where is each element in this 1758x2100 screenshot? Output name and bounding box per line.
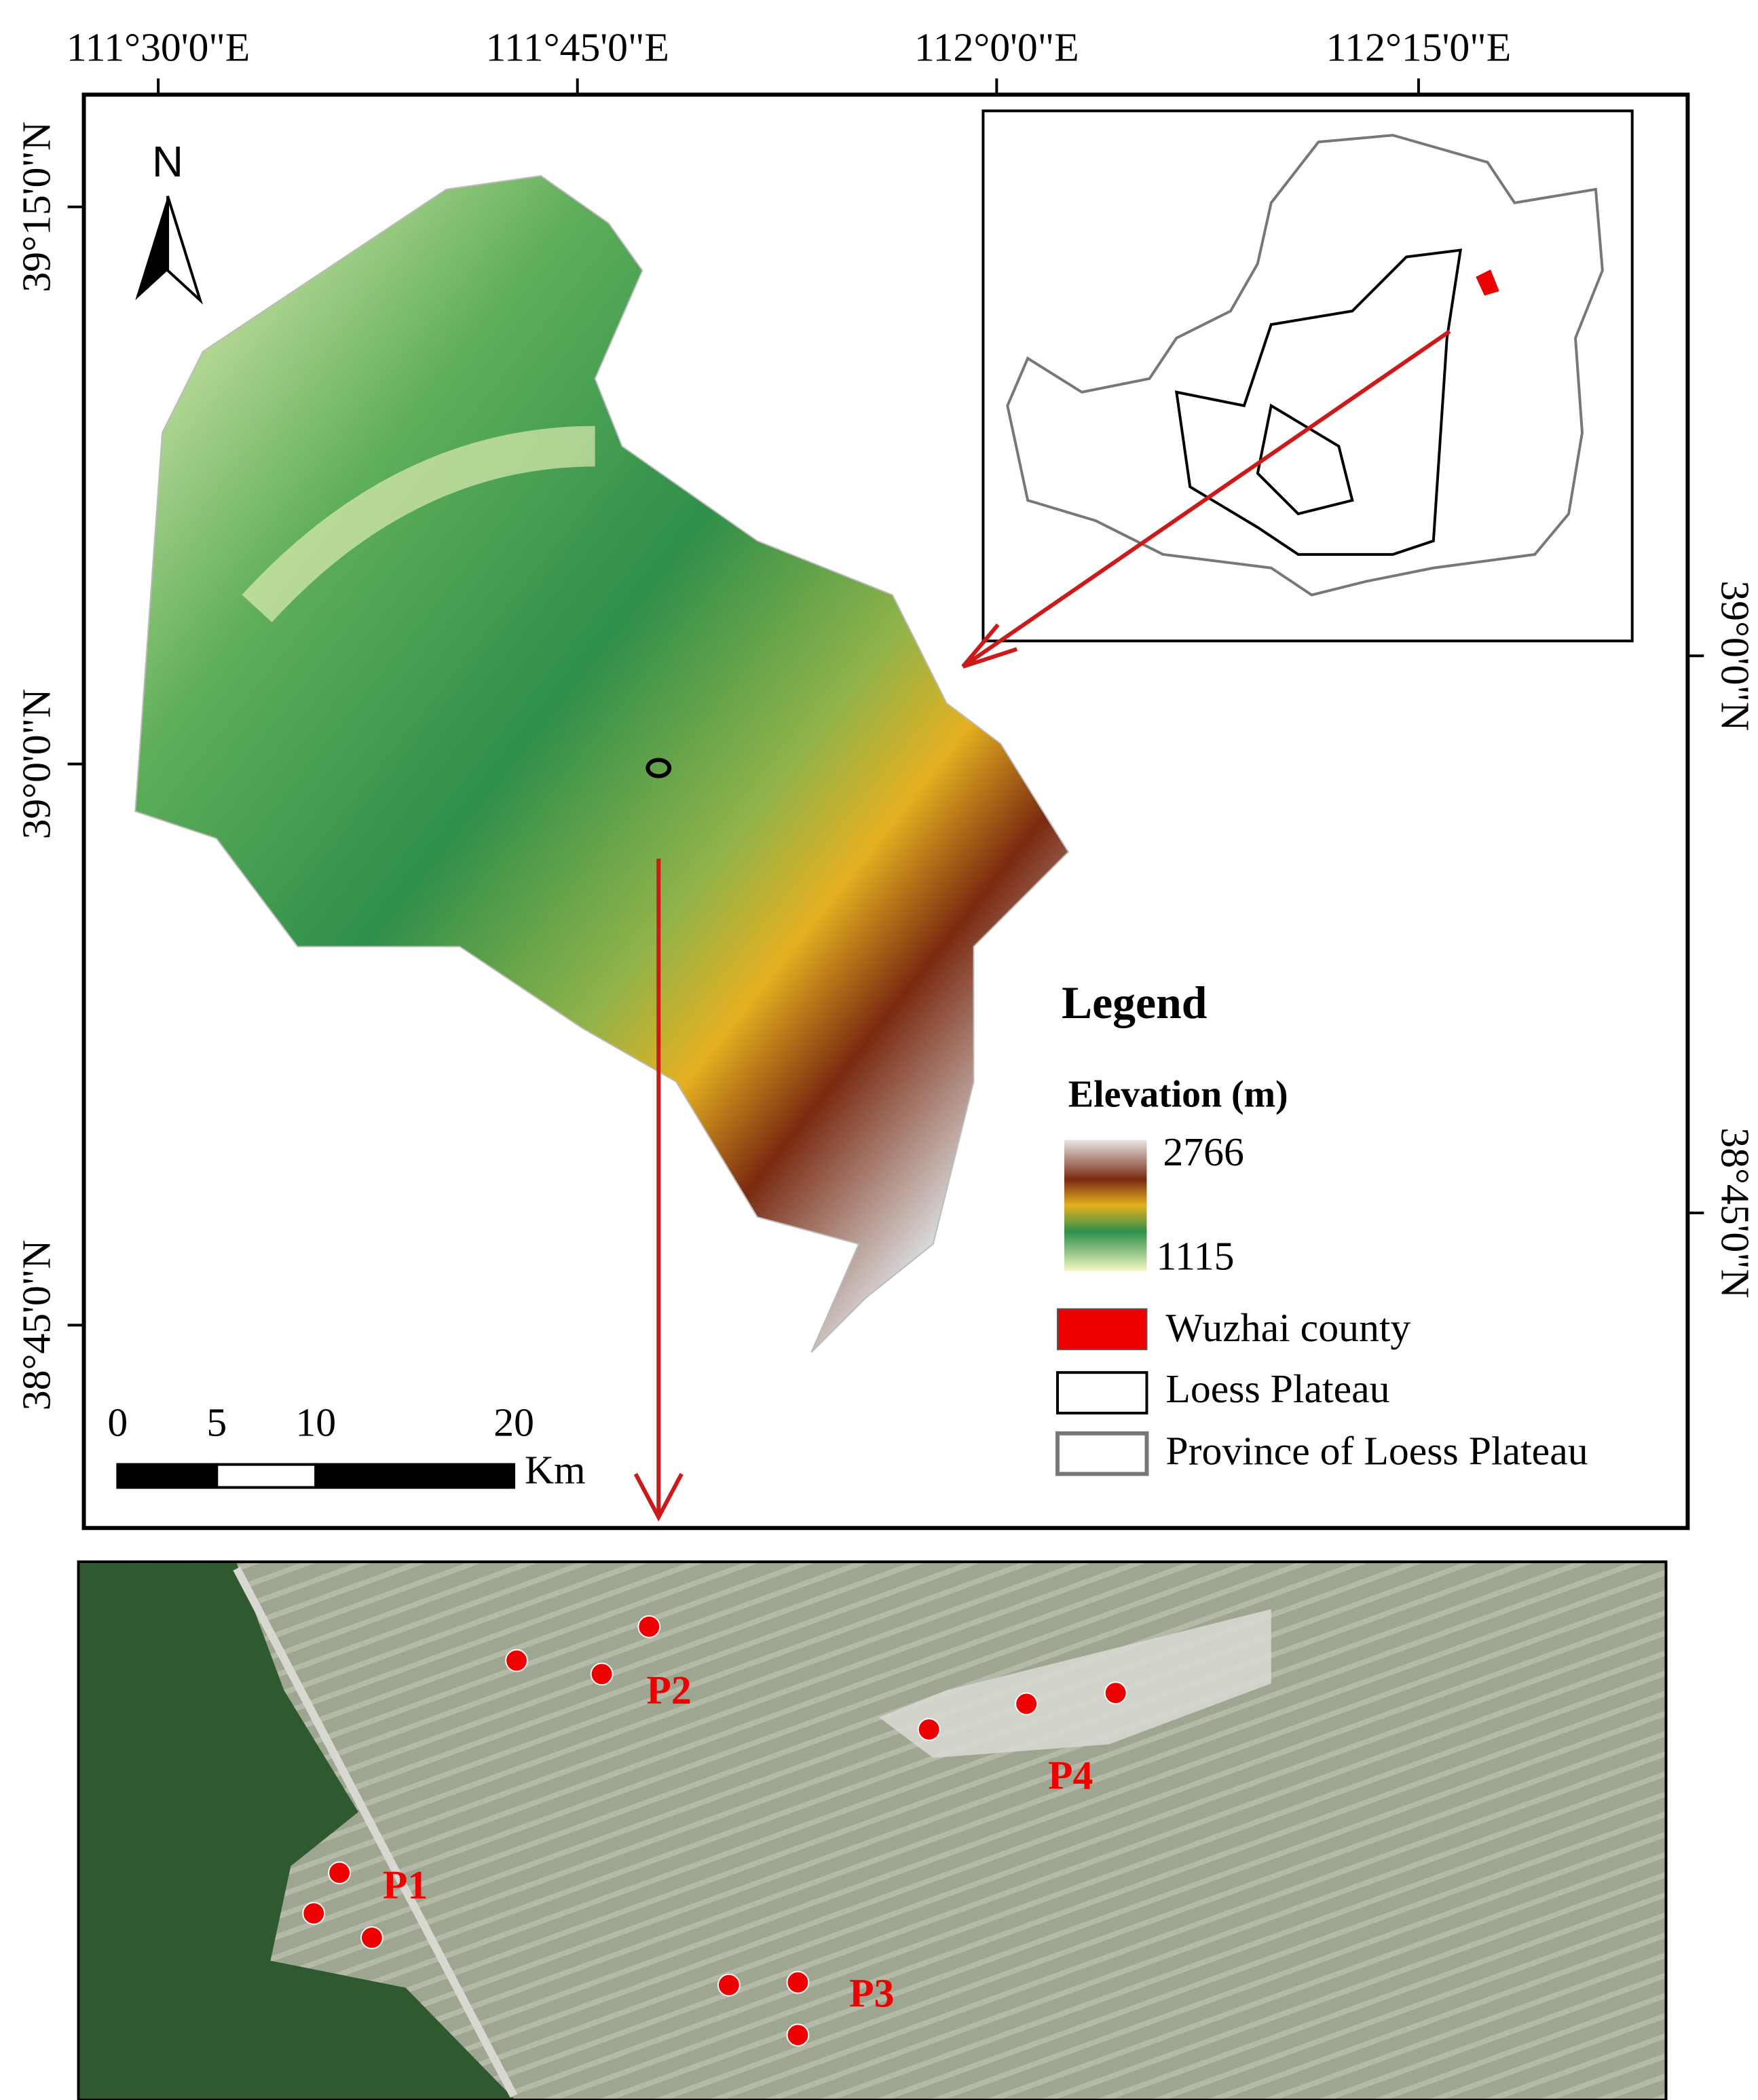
scale-segment	[314, 1463, 516, 1489]
elevation-max: 2766	[1163, 1129, 1244, 1174]
sample-point	[302, 1902, 326, 1926]
scale-segment	[215, 1463, 318, 1489]
plot-label: P1	[383, 1862, 428, 1907]
sample-point	[637, 1615, 661, 1638]
latitude-label: 38°45'0"N	[1713, 1127, 1757, 1298]
swatch-county	[1056, 1308, 1148, 1351]
scale-label: 0	[107, 1400, 128, 1445]
scale-segment	[116, 1463, 219, 1489]
sample-point	[590, 1662, 614, 1686]
longitude-label: 111°30'0"E	[67, 24, 250, 69]
legend-label: Loess Plateau	[1165, 1366, 1389, 1411]
sample-point	[786, 2023, 810, 2047]
forest	[79, 1563, 515, 2099]
sample-point	[917, 1718, 941, 1742]
elevation-min: 1115	[1156, 1234, 1234, 1279]
inset-frame	[981, 109, 1634, 643]
elevation-ramp	[1064, 1140, 1147, 1271]
sample-point	[360, 1926, 384, 1949]
scale-label: 20	[493, 1400, 534, 1445]
latitude-label: 39°0'0"N	[14, 689, 59, 840]
plot-label: P4	[1048, 1753, 1093, 1798]
scale-label: 5	[206, 1400, 227, 1445]
elevation-title: Elevation (m)	[1068, 1074, 1288, 1116]
swatch-province	[1055, 1431, 1149, 1476]
clearing	[879, 1609, 1271, 1758]
pointer-arrows	[633, 329, 1451, 1522]
longitude-label: 112°15'0"E	[1326, 24, 1512, 69]
legend-title: Legend	[1062, 977, 1207, 1028]
scale-unit: Km	[525, 1447, 586, 1492]
latitude-label: 39°15'0"N	[14, 121, 59, 293]
latitude-label: 39°0'0"N	[1713, 580, 1757, 731]
longitude-label: 111°45'0"E	[486, 24, 669, 69]
plot-label: P2	[646, 1668, 691, 1712]
track	[233, 1567, 518, 2098]
legend-label: Province of Loess Plateau	[1165, 1428, 1588, 1473]
legend-label: Wuzhai county	[1165, 1305, 1410, 1350]
inset-outline	[1006, 134, 1604, 597]
longitude-label: 112°0'0"E	[914, 24, 1079, 69]
scale-label: 10	[295, 1400, 336, 1445]
sample-point	[328, 1861, 352, 1885]
sample-point	[505, 1649, 529, 1672]
sample-point	[1015, 1692, 1039, 1716]
swatch-plateau	[1055, 1371, 1148, 1414]
north-label: N	[152, 137, 183, 186]
sample-point	[786, 1970, 810, 1994]
study-site	[646, 757, 672, 779]
sample-point	[717, 1973, 741, 1997]
sample-point	[1104, 1681, 1127, 1705]
valley	[242, 426, 595, 622]
plot-label: P3	[849, 1970, 894, 2015]
latitude-label: 38°45'0"N	[14, 1240, 59, 1411]
elevation-map	[134, 174, 1070, 1353]
